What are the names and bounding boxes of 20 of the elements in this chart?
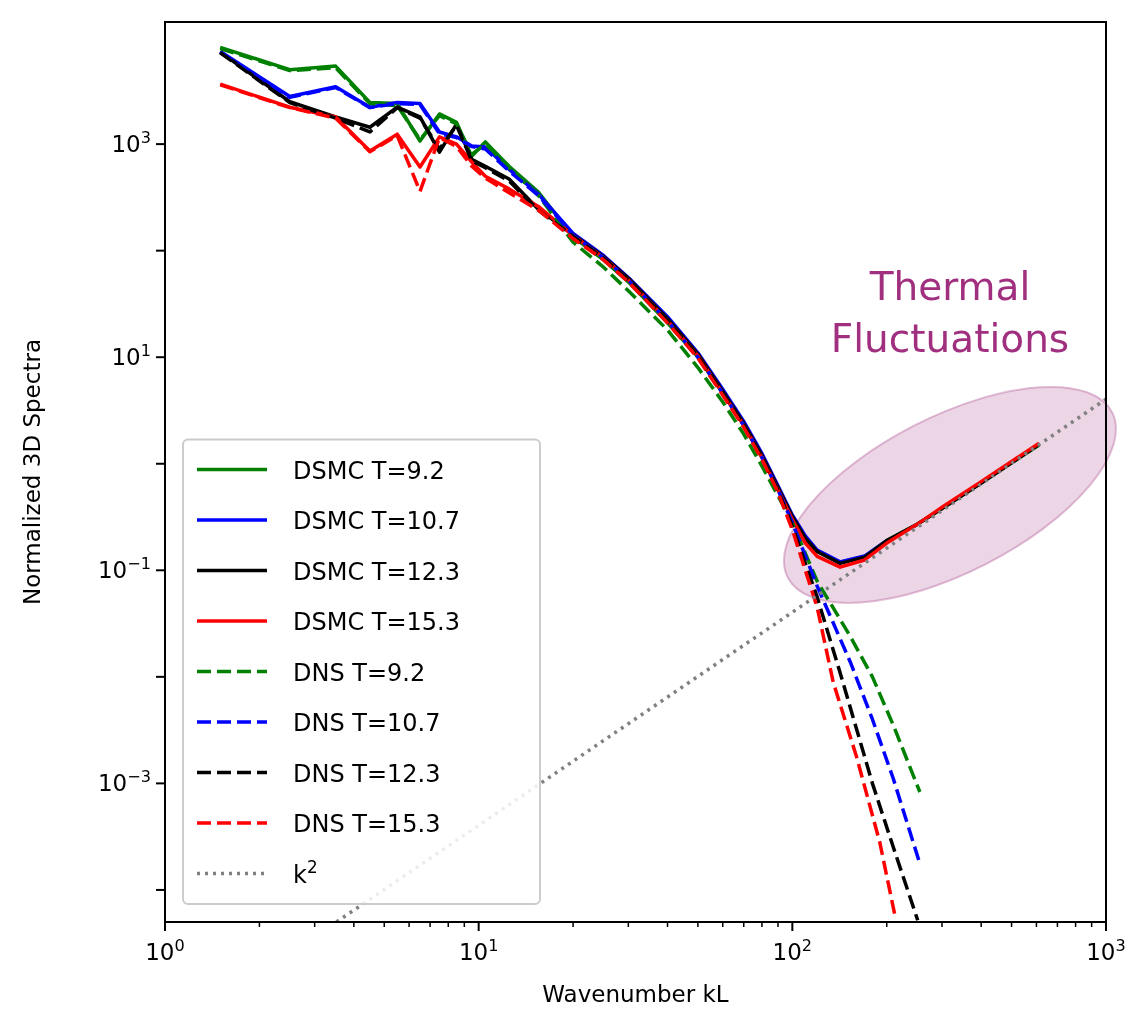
y-tick-label: 10$^{3}$	[111, 127, 151, 158]
legend-label: DNS T=15.3	[293, 810, 441, 838]
legend-label: DSMC T=9.2	[293, 456, 445, 485]
x-tick-label: 10$^{3}$	[1086, 935, 1126, 965]
x-axis-title: Wavenumber kL	[542, 981, 729, 1007]
y-tick-label: 10$^{−1}$	[97, 553, 151, 584]
x-tick-label: 10$^{2}$	[772, 935, 813, 965]
legend-label: DNS T=12.3	[293, 759, 441, 788]
legend-label: DSMC T=12.3	[293, 557, 461, 586]
y-tick-label: 10$^{1}$	[111, 340, 151, 371]
legend-label: DSMC T=10.7	[293, 507, 461, 535]
x-tick-label: 10$^{0}$	[145, 935, 185, 965]
legend-label: DNS T=10.7	[293, 709, 441, 737]
x-tick-label: 10$^{1}$	[458, 935, 499, 965]
y-axis-title: Normalized 3D Spectra	[19, 339, 45, 605]
annotation: Thermal Fluctuations	[830, 264, 1070, 361]
legend-label: DSMC T=15.3	[293, 608, 461, 636]
legend-label: k$^{2}$	[293, 856, 318, 889]
legend-label: DNS T=9.2	[293, 658, 426, 687]
y-tick-label: 10$^{−3}$	[97, 766, 151, 797]
